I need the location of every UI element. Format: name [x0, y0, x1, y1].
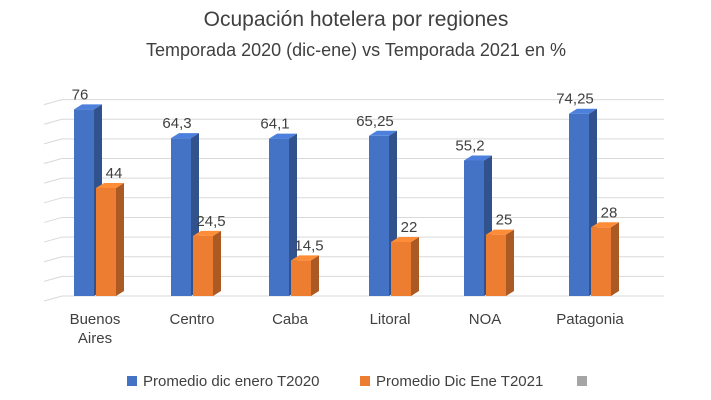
bar-front	[464, 160, 484, 296]
bar-side	[311, 255, 319, 296]
bar-top	[269, 133, 297, 139]
gridline-depth	[43, 256, 63, 263]
data-label: 14,5	[294, 237, 323, 254]
category-label: Caba	[272, 311, 309, 328]
category-label-line: Litoral	[370, 311, 411, 328]
gridline-depth	[43, 99, 63, 106]
bar-top	[569, 108, 597, 114]
data-label: 44	[106, 165, 123, 182]
legend-swatch-empty	[577, 376, 587, 386]
bars	[74, 104, 619, 296]
legend: Promedio dic enero T2020 Promedio Dic Ene…	[127, 373, 587, 390]
bar-front	[291, 260, 311, 296]
bar-side	[289, 133, 297, 296]
gridline-depth	[43, 275, 63, 282]
category-label-line: Centro	[169, 311, 214, 328]
category-label-line: Caba	[272, 311, 309, 328]
gridline-depth	[43, 236, 63, 243]
data-label: 65,25	[356, 113, 394, 130]
bar-top	[591, 222, 619, 228]
data-label: 74,25	[556, 91, 594, 108]
bar-top	[464, 155, 492, 161]
bar-top	[193, 230, 221, 236]
bar-top	[369, 130, 397, 136]
category-label: NOA	[469, 311, 502, 328]
data-labels: 76 64,3 64,1 65,25 55,2 74,25 44 24,5 14,5 22 25 28	[72, 86, 618, 254]
data-label: 25	[496, 212, 513, 229]
category-label-line: Buenos	[70, 311, 121, 328]
category-label: Buenos Aires	[70, 311, 121, 347]
bar-side	[213, 230, 221, 296]
gridline-depth	[43, 118, 63, 125]
bar-t2021	[96, 182, 124, 296]
gridline-depth	[43, 197, 63, 204]
category-label: Centro	[169, 311, 214, 328]
bar-t2021	[391, 236, 419, 296]
category-labels: Buenos Aires Centro Caba Litoral NOA Patagonia	[70, 311, 625, 347]
category-label-line: NOA	[469, 311, 502, 328]
category-label-line: Patagonia	[556, 311, 624, 328]
bar-side	[611, 222, 619, 296]
legend-swatch	[360, 376, 370, 386]
gridlines	[43, 99, 664, 302]
bar-top	[291, 255, 319, 261]
bar-front	[591, 227, 611, 296]
chart-title: Ocupación hotelera por regiones	[204, 8, 509, 31]
category-label-line: Aires	[78, 330, 112, 347]
gridline-depth	[43, 138, 63, 145]
gridline-depth	[43, 177, 63, 184]
bar-t2021	[291, 255, 319, 296]
bar-front	[74, 109, 94, 296]
category-label: Litoral	[370, 311, 411, 328]
bar-front	[269, 138, 289, 296]
category-label: Patagonia	[556, 311, 624, 328]
data-label: 64,3	[162, 115, 191, 132]
bar-top	[391, 236, 419, 242]
gridline-depth	[43, 295, 63, 302]
bar-t2020	[269, 133, 297, 296]
bar-front	[171, 138, 191, 296]
bar-t2021	[193, 230, 221, 296]
bar-side	[116, 182, 124, 296]
bar-front	[369, 135, 389, 296]
bar-top	[96, 182, 124, 188]
legend-label: Promedio dic enero T2020	[143, 373, 320, 390]
bar-t2021	[591, 222, 619, 296]
data-label: 22	[401, 219, 418, 236]
gridline-depth	[43, 216, 63, 223]
legend-swatch	[127, 376, 137, 386]
bar-side	[506, 229, 514, 296]
bar-front	[569, 113, 589, 296]
bar-front	[193, 235, 213, 296]
data-label: 28	[601, 204, 618, 221]
bar-top	[74, 104, 102, 110]
bar-front	[96, 187, 116, 296]
bar-t2021	[486, 229, 514, 296]
gridline-depth	[43, 158, 63, 165]
bar-front	[391, 241, 411, 296]
bar-side	[411, 236, 419, 296]
legend-label: Promedio Dic Ene T2021	[376, 373, 543, 390]
bar-front	[486, 234, 506, 296]
bar-top	[486, 229, 514, 235]
bar-top	[171, 133, 199, 139]
data-label: 24,5	[196, 213, 225, 230]
chart-subtitle: Temporada 2020 (dic-ene) vs Temporada 20…	[146, 40, 566, 60]
data-label: 55,2	[455, 137, 484, 154]
data-label: 76	[72, 86, 89, 103]
data-label: 64,1	[260, 116, 289, 133]
